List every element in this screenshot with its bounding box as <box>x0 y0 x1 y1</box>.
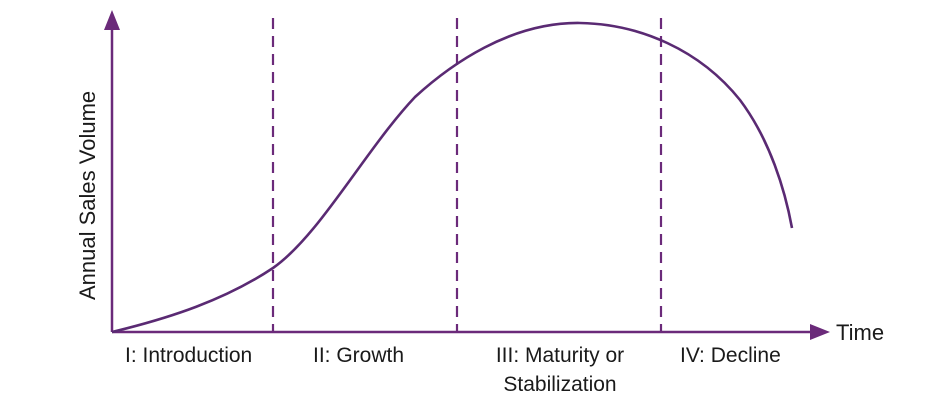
stage-label-introduction: I: Introduction <box>125 344 252 367</box>
stage-label-maturity-line1: III: Maturity or <box>496 344 624 367</box>
stage-label-maturity-line2: Stabilization <box>503 373 616 396</box>
sales-volume-curve <box>111 21 794 334</box>
y-axis-arrow-icon <box>104 10 120 30</box>
x-axis-arrow-icon <box>810 324 830 340</box>
stage-label-growth: II: Growth <box>313 344 404 367</box>
y-axis-title: Annual Sales Volume <box>75 91 100 300</box>
x-axis-title: Time <box>836 320 884 345</box>
stage-label-decline: IV: Decline <box>680 344 781 367</box>
